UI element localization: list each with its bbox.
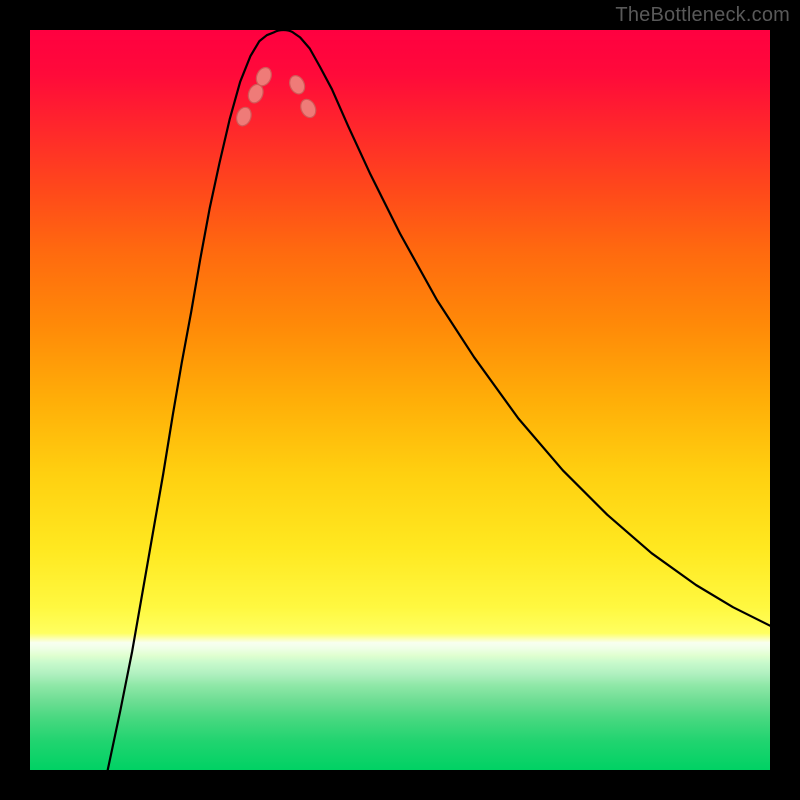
plot-area: [30, 30, 770, 770]
bottleneck-curve: [108, 30, 770, 770]
data-marker: [287, 73, 308, 96]
data-marker: [298, 97, 319, 120]
data-markers: [234, 65, 318, 128]
watermark-text: TheBottleneck.com: [615, 4, 790, 27]
curve-layer: [30, 30, 770, 770]
data-marker: [234, 105, 253, 128]
